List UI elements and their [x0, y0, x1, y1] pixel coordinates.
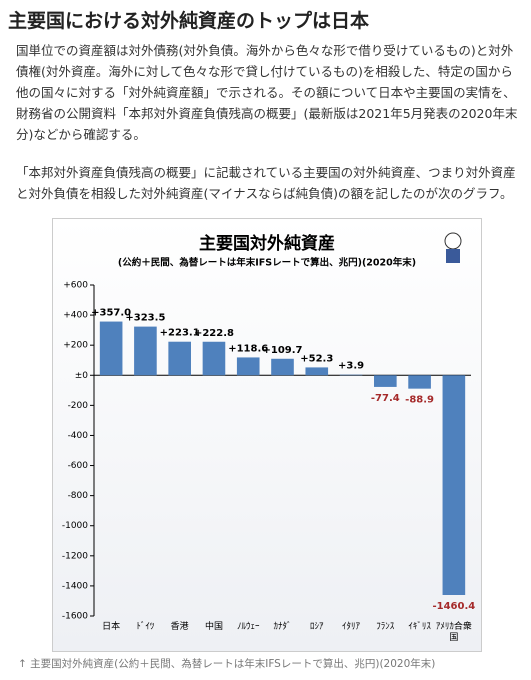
chart: 主要国対外純資産 (公約＋民間、為替レートは年末IFSレートで算出、兆円)(20…: [52, 218, 482, 652]
y-tick-label: -1400: [62, 581, 88, 591]
bar: [99, 321, 123, 376]
value-label: +118.6: [228, 343, 268, 354]
y-tick-label: -800: [68, 491, 89, 501]
y-tick-label: +400: [63, 311, 88, 321]
caption: ↑ 主要国対外純資産(公約＋民間、為替レートは年末IFSレートで算出、兆円)(2…: [18, 658, 436, 670]
bar: [168, 341, 191, 376]
x-tick-label: ﾄﾞｲﾂ: [136, 622, 155, 632]
y-tick-label: -1000: [62, 521, 88, 531]
value-label: +223.1: [160, 328, 200, 339]
bar: [271, 358, 294, 376]
value-label: +3.9: [338, 361, 364, 372]
x-tick-label: ｲﾀﾘｱ: [342, 622, 361, 632]
value-label: +222.8: [194, 328, 234, 339]
bar: [374, 375, 397, 387]
mascot: [444, 232, 462, 263]
value-label: +52.3: [300, 353, 333, 364]
chart-svg: 主要国対外純資産 (公約＋民間、為替レートは年末IFSレートで算出、兆円)(20…: [62, 232, 475, 622]
value-label: +109.7: [262, 345, 302, 356]
x-tick-label: ｱﾒﾘｶ合衆国: [435, 622, 472, 643]
x-tick-label: 日本: [102, 622, 121, 632]
x-tick-label: ﾉﾙｳｪｰ: [236, 622, 260, 632]
bar: [202, 341, 226, 376]
x-tick-label: 香港: [170, 622, 189, 632]
value-label: +357.0: [91, 308, 131, 319]
y-tick-label: ±0: [75, 371, 89, 381]
bar: [236, 357, 260, 376]
bar: [134, 326, 157, 376]
bar: [442, 375, 466, 595]
bar: [408, 375, 431, 389]
y-tick-label: -1200: [62, 551, 88, 561]
y-tick-label: -400: [68, 431, 89, 441]
x-tick-label: ﾌﾗﾝｽ: [376, 622, 395, 632]
value-label: -77.4: [371, 393, 400, 404]
x-tick-label: ﾛｼｱ: [310, 622, 324, 632]
value-label: -88.9: [405, 395, 434, 406]
paragraph: 「本邦対外資産負債残高の概要」に記載されている主要国の対外純資産、つまり対外資産…: [16, 165, 516, 201]
y-tick-label: +600: [63, 281, 88, 291]
y-tick-label: -1600: [62, 612, 88, 622]
value-label: +323.5: [125, 313, 165, 324]
x-tick-label: 中国: [204, 622, 223, 632]
chart-title: 主要国対外純資産: [199, 233, 335, 254]
y-tick-label: -600: [68, 461, 89, 471]
paragraph: 国単位での資産額は対外債務(対外負債。海外から色々な形で借り受けているもの)と対…: [16, 43, 518, 142]
bar: [305, 367, 329, 376]
article-title: 主要国における対外純資産のトップは日本: [8, 10, 370, 32]
x-tick-label: ｶﾅﾀﾞ: [273, 622, 292, 632]
value-label: -1460.4: [432, 601, 475, 612]
chart-subtitle: (公約＋民間、為替レートは年末IFSレートで算出、兆円)(2020年末): [118, 257, 416, 269]
y-tick-label: +200: [63, 341, 88, 351]
y-tick-label: -200: [68, 401, 89, 411]
bar: [339, 374, 363, 376]
x-tick-label: ｲｷﾞﾘｽ: [408, 622, 431, 632]
